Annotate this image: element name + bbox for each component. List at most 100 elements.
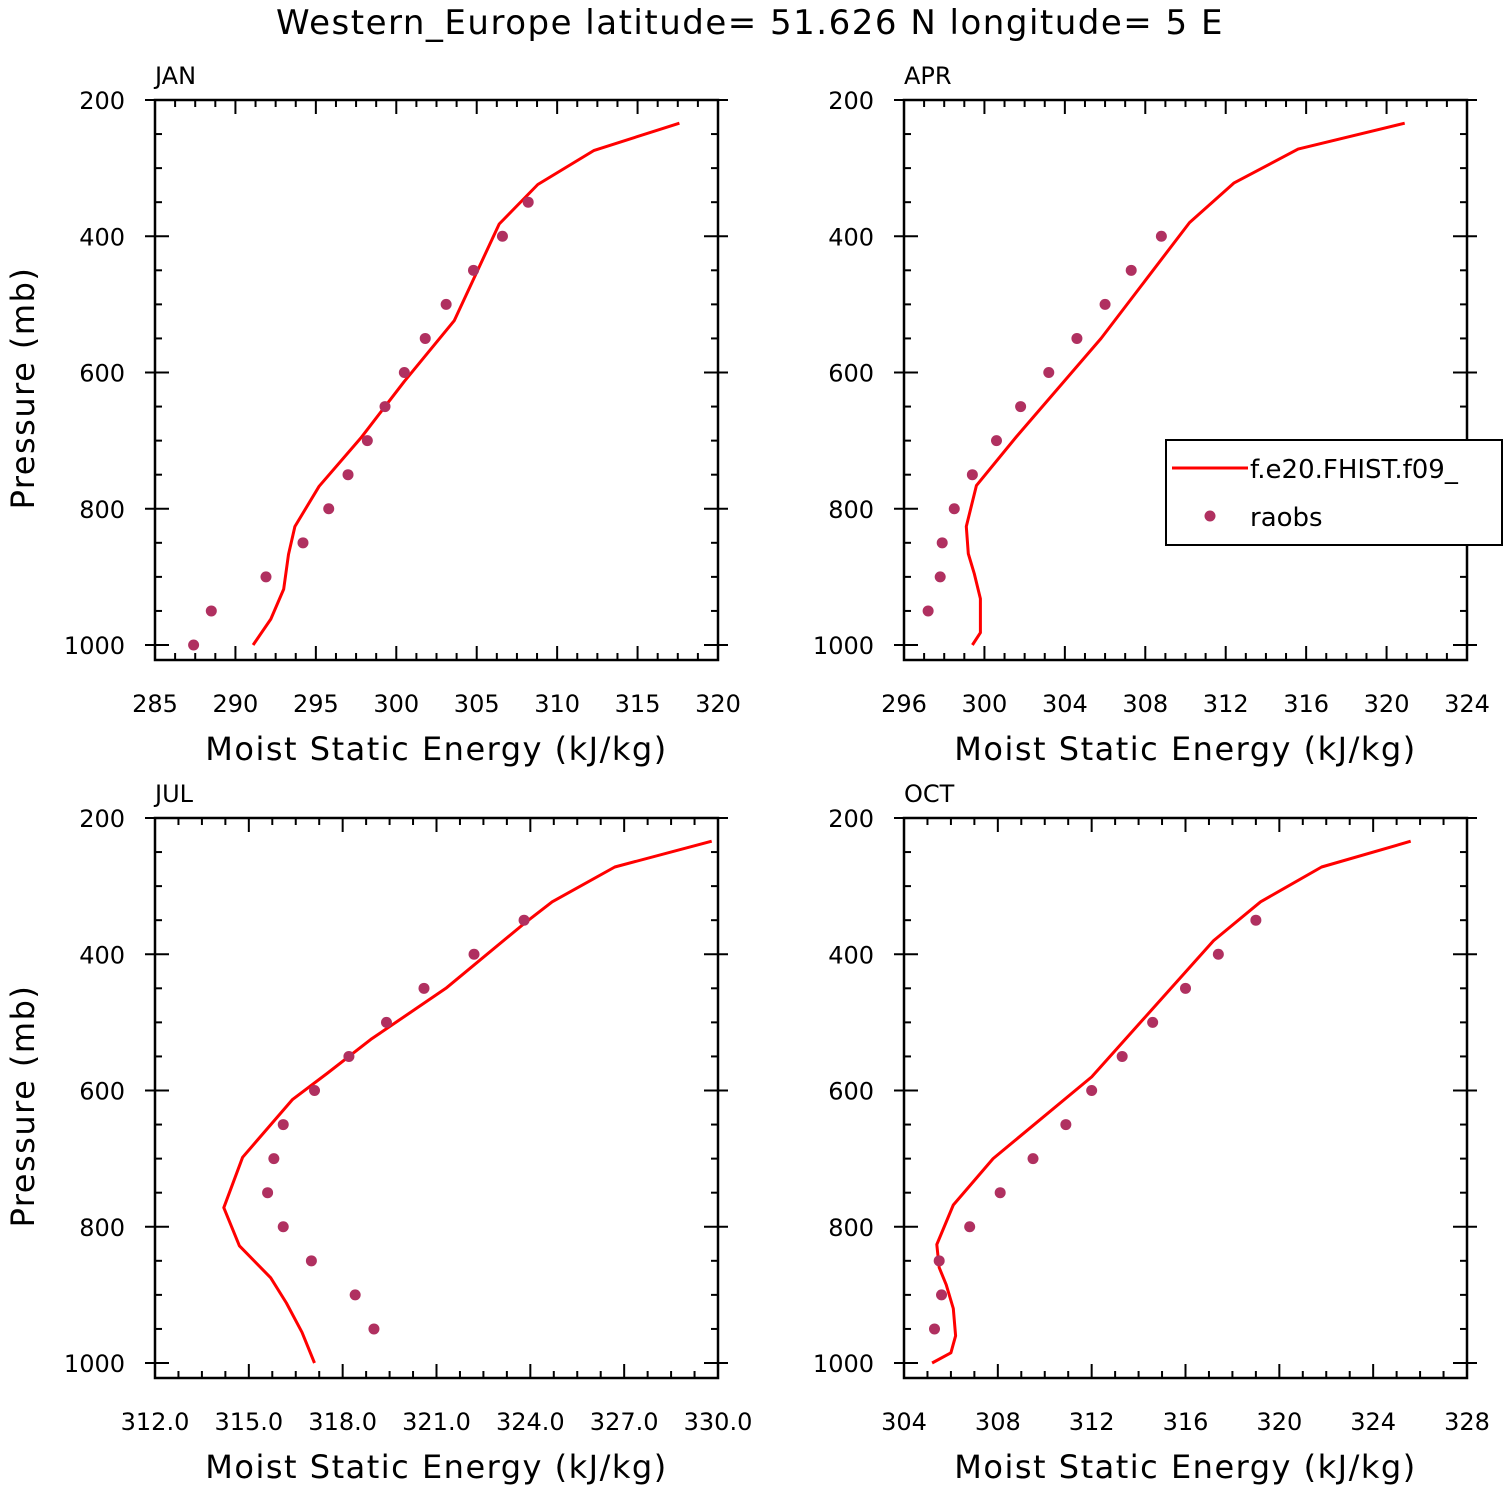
y-tick-label: 200 <box>79 87 125 115</box>
x-tick-label: 324 <box>1350 1408 1396 1436</box>
y-axis-label: Pressure (mb) <box>4 267 42 510</box>
y-tick-label: 200 <box>828 87 874 115</box>
y-tick-label: 800 <box>79 1214 125 1242</box>
y-tick-label: 600 <box>79 360 125 388</box>
series-point-raobs <box>1099 298 1111 310</box>
series-point-raobs <box>262 1187 274 1199</box>
x-tick-label: 320 <box>1256 1408 1302 1436</box>
y-tick-label: 600 <box>828 1078 874 1106</box>
series-point-raobs <box>522 196 534 208</box>
series-point-raobs <box>1015 401 1027 413</box>
plot-frame <box>153 816 720 1380</box>
panel-apr: APR 296 300 304 308 312 316 320 324 200 400 600 800 1… <box>813 62 1503 768</box>
figure-title: Western_Europe latitude= 51.626 N longit… <box>276 3 1224 43</box>
series-point-raobs <box>936 1289 948 1301</box>
y-tick-label: 400 <box>828 941 874 969</box>
series-point-raobs <box>1086 1085 1098 1096</box>
y-tick-label: 800 <box>79 496 125 524</box>
series-point-raobs <box>1116 1050 1128 1062</box>
series-point-raobs <box>309 1085 321 1096</box>
series-point-raobs <box>994 1187 1006 1199</box>
y-tick-label: 1000 <box>64 632 125 660</box>
x-tick-label: 327.0 <box>590 1408 659 1436</box>
series-line-model <box>251 121 680 646</box>
series-point-raobs <box>1250 914 1262 926</box>
y-tick-label: 800 <box>828 1214 874 1242</box>
series-point-raobs <box>368 1323 380 1335</box>
panel-oct: OCT 304 308 312 316 320 324 328 200 400 600 800 1000… <box>813 780 1490 1486</box>
series-point-raobs <box>418 982 430 994</box>
series-point-raobs <box>496 230 508 242</box>
panel-title: JUL <box>153 780 194 808</box>
series-point-raobs <box>518 914 530 926</box>
legend-marker-swatch <box>1204 510 1216 522</box>
x-tick-label: 305 <box>454 690 500 718</box>
panel-title: JAN <box>153 62 196 90</box>
x-tick-label: 320 <box>695 690 741 718</box>
x-tick-label: 330.0 <box>684 1408 753 1436</box>
panels: JAN 285 290 295 300 305 310 315 320 200 400 600 800 1… <box>4 62 1503 1486</box>
series-point-raobs <box>1027 1153 1039 1165</box>
series-point-raobs <box>990 435 1002 447</box>
legend-label-obs: raobs <box>1250 503 1323 533</box>
y-tick-label: 400 <box>79 941 125 969</box>
y-tick-label: 200 <box>828 805 874 833</box>
x-tick-label: 304 <box>881 1408 927 1436</box>
series-point-raobs <box>1060 1119 1072 1131</box>
series-point-raobs <box>398 367 410 378</box>
x-tick-label: 321.0 <box>402 1408 471 1436</box>
x-tick-label: 315 <box>615 690 661 718</box>
series-point-raobs <box>440 298 452 310</box>
series-point-raobs <box>1155 230 1167 242</box>
y-tick-label: 800 <box>828 496 874 524</box>
series-line-model <box>222 839 713 1364</box>
x-tick-label: 304 <box>1042 690 1088 718</box>
plot-frame <box>902 816 1469 1380</box>
plot-frame <box>902 98 1469 662</box>
x-tick-label: 285 <box>132 690 178 718</box>
series-point-raobs <box>948 503 960 515</box>
legend: f.e20.FHIST.f09_raobs <box>1165 439 1503 546</box>
series-line-model <box>964 121 1406 646</box>
series-point-raobs <box>380 1016 392 1028</box>
series-point-raobs <box>305 1255 317 1267</box>
series-point-raobs <box>1071 332 1083 344</box>
series-point-raobs <box>349 1289 361 1301</box>
series-point-raobs <box>922 605 934 617</box>
y-tick-label: 200 <box>79 805 125 833</box>
x-tick-label: 308 <box>1122 690 1168 718</box>
series-point-raobs <box>277 1119 289 1131</box>
series-point-raobs <box>323 503 335 515</box>
series-point-raobs <box>1180 982 1191 994</box>
panel-title: OCT <box>904 780 955 808</box>
plot-frame <box>153 98 720 662</box>
x-tick-label: 295 <box>293 690 339 718</box>
series-point-raobs <box>467 264 479 276</box>
series-point-raobs <box>342 469 354 481</box>
x-tick-label: 328 <box>1444 1408 1490 1436</box>
y-tick-label: 1000 <box>813 1350 874 1378</box>
panel-jul: JUL 312.0 315.0 318.0 321.0 324.0 327.0 330.0 20… <box>4 780 752 1486</box>
legend-box <box>1165 439 1503 546</box>
series-point-raobs <box>936 537 948 549</box>
x-tick-label: 300 <box>962 690 1008 718</box>
series-point-raobs <box>343 1050 355 1062</box>
series-point-raobs <box>934 571 946 583</box>
series-point-raobs <box>205 605 217 617</box>
y-tick-label: 400 <box>828 223 874 251</box>
x-tick-label: 312 <box>1069 1408 1115 1436</box>
x-tick-label: 310 <box>534 690 580 718</box>
series-point-raobs <box>188 639 200 651</box>
x-tick-label: 315.0 <box>214 1408 283 1436</box>
y-tick-label: 400 <box>79 223 125 251</box>
x-tick-label: 312 <box>1203 690 1249 718</box>
series-point-raobs <box>1212 948 1224 960</box>
series-point-raobs <box>966 469 978 481</box>
x-tick-label: 324.0 <box>496 1408 565 1436</box>
series-point-raobs <box>1125 264 1137 276</box>
x-tick-label: 318.0 <box>308 1408 377 1436</box>
series-point-raobs <box>1147 1016 1159 1028</box>
series-line-model <box>931 839 1412 1365</box>
x-tick-label: 300 <box>373 690 419 718</box>
y-tick-label: 600 <box>828 360 874 388</box>
